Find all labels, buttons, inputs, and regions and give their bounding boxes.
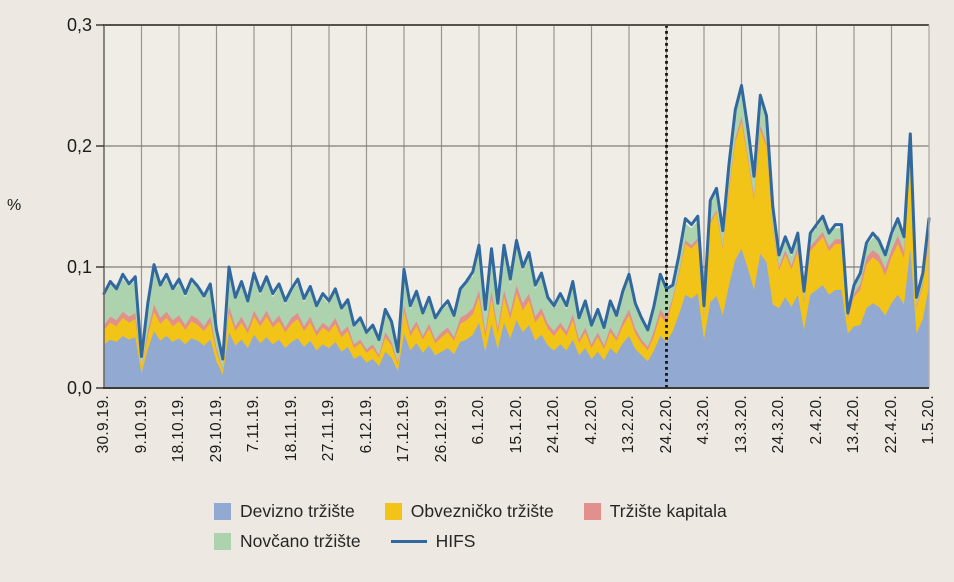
legend-label: Tržište kapitala (609, 501, 727, 521)
legend-item-trziste-kapitala: Tržište kapitala (583, 501, 727, 522)
x-tick-label: 15.1.20. (507, 395, 525, 454)
x-tick-label: 24.3.20. (770, 395, 787, 454)
legend-item-hifs: HIFS (390, 531, 476, 552)
devizno-area (104, 248, 929, 388)
legend: Devizno tržište Obvezničko tržište Tržiš… (214, 501, 727, 552)
legend-label: Obvezničko tržište (410, 501, 554, 521)
y-tick-label: 0,1 (66, 256, 92, 277)
obveznicko-trziste-swatch (384, 503, 402, 520)
trziste-kapitala-swatch (583, 503, 601, 520)
x-tick-label: 30.9.19. (95, 395, 112, 454)
x-tick-label: 24.1.20. (545, 395, 562, 454)
x-tick-label: 1.5.20. (920, 395, 937, 445)
devizno-trziste-swatch (214, 503, 231, 520)
legend-item-novcano-trziste: Novčano tržište (214, 531, 361, 552)
x-tick-label: 4.3.20. (695, 395, 712, 445)
hifs-line-sample (390, 539, 427, 544)
x-tick-label: 9.10.19. (132, 395, 150, 454)
x-tick-label: 2.4.20. (807, 395, 825, 445)
x-tick-label: 29.10.19. (207, 395, 225, 463)
hifs-line (102, 84, 931, 361)
x-tick-label: 26.12.19. (432, 395, 450, 463)
novcano-trziste-swatch (214, 533, 231, 550)
x-tick-label: 4.2.20. (582, 395, 600, 445)
x-tick-label: 13.3.20. (732, 395, 750, 454)
legend-item-obveznicko-trziste: Obvezničko tržište (384, 501, 554, 522)
y-tick-label: 0,3 (66, 14, 92, 35)
x-tick-label: 13.4.20. (845, 395, 862, 454)
x-tick-label: 24.2.20. (657, 395, 675, 454)
legend-row-2: Novčano tržište HIFS (214, 531, 727, 552)
x-tick-label: 27.11.19. (320, 395, 337, 462)
x-tick-label: 6.12.19. (357, 395, 375, 454)
legend-label: Devizno tržište (240, 501, 355, 521)
legend-label: HIFS (435, 531, 476, 551)
x-tick-label: 18.11.19. (282, 395, 300, 462)
x-tick-label: 22.4.20. (882, 395, 900, 454)
legend-label: Novčano tržište (240, 531, 361, 551)
y-axis-unit-label: % (7, 197, 22, 214)
x-tick-label: 7.11.19. (245, 395, 262, 453)
x-tick-label: 6.1.20. (470, 395, 487, 445)
y-tick-label: 0,2 (66, 135, 92, 156)
y-tick-label: 0,0 (66, 377, 92, 398)
x-tick-label: 18.10.19. (170, 395, 187, 463)
legend-item-devizno-trziste: Devizno tržište (214, 501, 355, 522)
x-tick-label: 13.2.20. (620, 395, 637, 454)
legend-row-1: Devizno tržište Obvezničko tržište Tržiš… (214, 501, 727, 522)
x-tick-label: 17.12.19. (395, 395, 412, 463)
